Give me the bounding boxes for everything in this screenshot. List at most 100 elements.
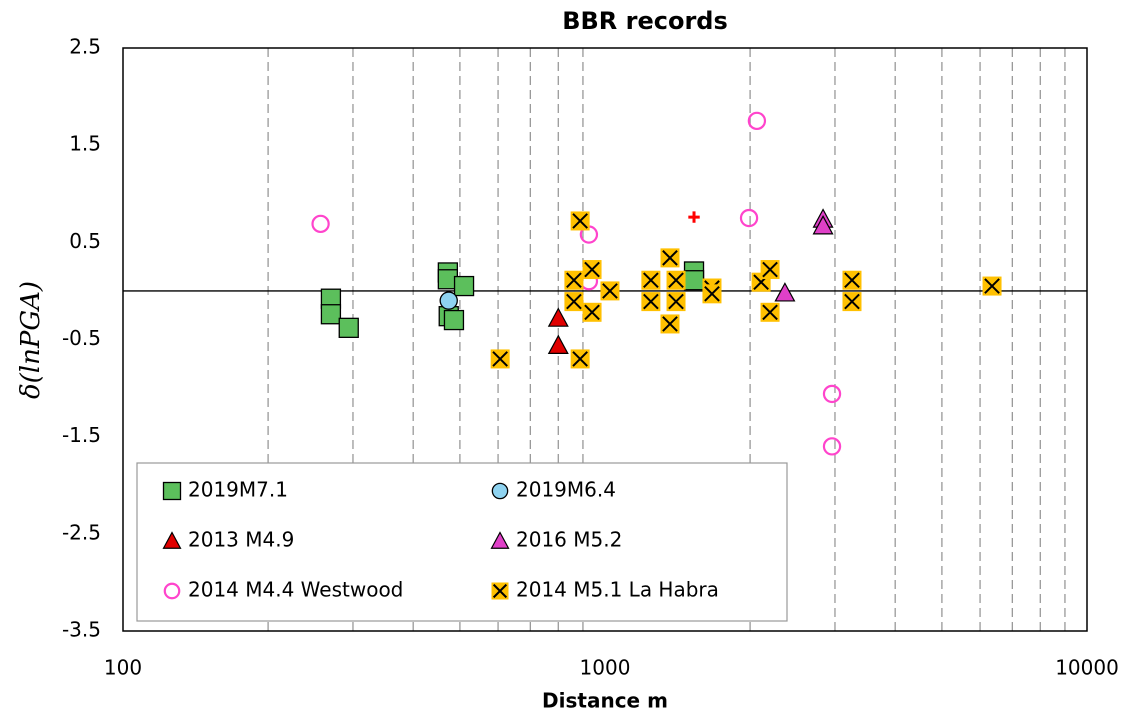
marker xyxy=(641,270,661,290)
marker xyxy=(739,208,759,228)
legend-label: 2016 M5.2 xyxy=(516,528,622,552)
square xyxy=(162,481,182,501)
legend-label: 2019M6.4 xyxy=(516,478,616,502)
marker xyxy=(683,270,705,291)
marker xyxy=(582,302,602,322)
cross xyxy=(984,278,1000,294)
marker xyxy=(162,481,182,501)
square xyxy=(683,270,705,291)
circle xyxy=(311,214,330,234)
plus xyxy=(688,211,700,223)
marker xyxy=(660,314,680,334)
marker xyxy=(311,214,330,234)
marker xyxy=(760,302,780,322)
circle xyxy=(747,111,767,131)
triangle xyxy=(774,282,796,302)
cross xyxy=(643,293,659,310)
marker xyxy=(570,349,590,369)
marker xyxy=(666,292,686,312)
y-tick-label: 0.5 xyxy=(69,229,101,253)
square xyxy=(453,275,475,297)
marker xyxy=(641,292,661,312)
square xyxy=(443,309,465,331)
x-tick-label: 100 xyxy=(104,656,142,680)
marker xyxy=(982,276,1002,296)
marker xyxy=(439,291,458,310)
cross xyxy=(584,261,600,278)
marker xyxy=(564,270,584,290)
marker xyxy=(564,292,584,312)
marker xyxy=(547,307,569,327)
triangle xyxy=(812,215,834,235)
marker xyxy=(702,284,722,304)
circle xyxy=(491,482,509,500)
x-axis-label: Distance m xyxy=(542,689,668,713)
marker xyxy=(822,384,842,404)
marker xyxy=(547,334,569,355)
cross xyxy=(662,316,678,332)
marker xyxy=(490,349,510,369)
marker xyxy=(760,260,780,280)
legend-box xyxy=(136,462,788,622)
y-tick-label: -3.5 xyxy=(62,618,101,642)
marker xyxy=(453,275,475,297)
cross xyxy=(844,293,860,310)
marker xyxy=(443,309,465,331)
marker xyxy=(570,211,590,231)
marker xyxy=(163,582,181,600)
square xyxy=(338,317,359,338)
legend-label: 2014 M4.4 Westwood xyxy=(188,578,403,602)
marker xyxy=(582,260,602,280)
cross xyxy=(566,272,582,289)
y-tick-label: 2.5 xyxy=(69,35,101,59)
marker xyxy=(774,282,796,302)
marker xyxy=(162,531,182,549)
triangle xyxy=(547,334,569,355)
marker xyxy=(660,248,680,268)
marker xyxy=(842,292,862,312)
marker xyxy=(822,437,842,456)
circle xyxy=(163,582,181,600)
marker xyxy=(666,270,686,290)
cross xyxy=(572,213,588,229)
legend-label: 2019M7.1 xyxy=(188,478,288,502)
marker xyxy=(491,582,509,600)
cross xyxy=(668,293,684,310)
cross xyxy=(492,351,508,367)
cross xyxy=(762,261,778,278)
marker xyxy=(490,531,510,549)
y-axis-label: δ(lnPGA) xyxy=(16,281,46,399)
cross xyxy=(492,583,508,599)
circle xyxy=(739,208,759,228)
x-tick-label: 10000 xyxy=(1055,656,1119,680)
marker xyxy=(842,270,862,290)
y-tick-label: -2.5 xyxy=(62,520,101,544)
square xyxy=(320,304,342,325)
chart-title: BBR records xyxy=(562,7,728,35)
legend-label: 2014 M5.1 La Habra xyxy=(516,578,719,602)
cross xyxy=(704,285,720,302)
cross xyxy=(662,250,678,266)
marker xyxy=(600,281,620,301)
cross xyxy=(566,293,582,310)
cross xyxy=(668,272,684,289)
triangle xyxy=(162,531,182,549)
cross xyxy=(844,272,860,289)
y-tick-label: -1.5 xyxy=(62,423,101,447)
triangle xyxy=(547,307,569,327)
marker xyxy=(747,111,767,131)
cross xyxy=(584,304,600,321)
circle xyxy=(822,384,842,404)
cross xyxy=(643,272,659,289)
cross xyxy=(602,283,618,299)
marker xyxy=(338,317,359,338)
x-tick-label: 1000 xyxy=(580,656,631,680)
cross xyxy=(762,304,778,321)
marker xyxy=(688,211,700,223)
circle xyxy=(439,291,458,310)
marker xyxy=(491,482,509,500)
marker xyxy=(320,304,342,325)
y-tick-label: 1.5 xyxy=(69,132,101,156)
y-tick-label: -0.5 xyxy=(62,326,101,350)
